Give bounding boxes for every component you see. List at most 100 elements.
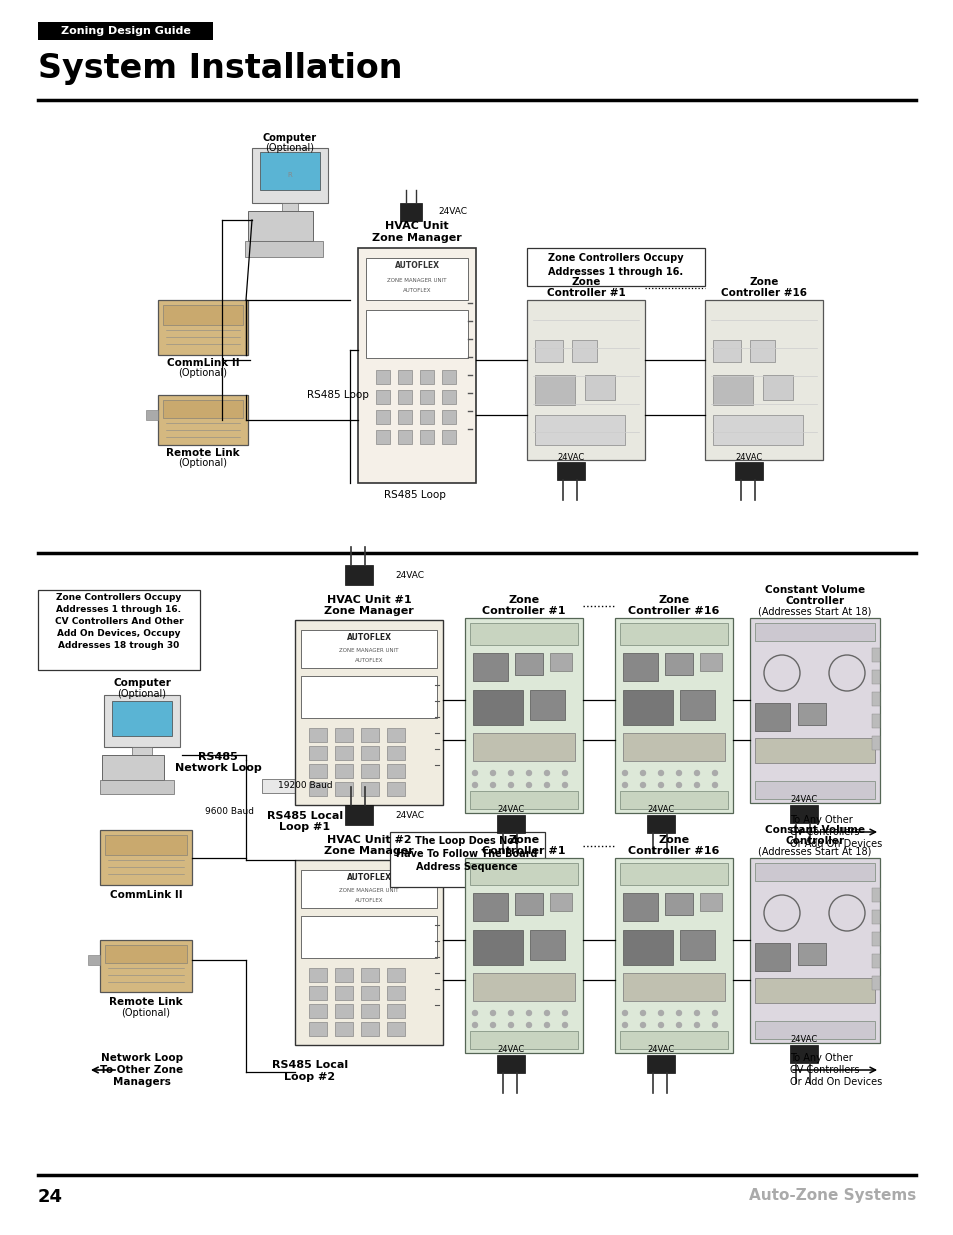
Bar: [615, 618, 732, 813]
Bar: [871, 888, 879, 902]
Bar: [526, 300, 644, 459]
Bar: [871, 671, 879, 684]
Text: AUTOFLEX: AUTOFLEX: [346, 873, 391, 883]
Text: RS485 Loop: RS485 Loop: [384, 490, 445, 500]
Bar: [535, 375, 575, 405]
Bar: [535, 415, 624, 445]
Bar: [704, 300, 822, 459]
Bar: [712, 375, 752, 405]
Bar: [163, 400, 243, 417]
Bar: [749, 858, 879, 1044]
Bar: [301, 869, 436, 908]
Text: Address Sequence: Address Sequence: [416, 862, 517, 872]
Text: Have To Follow The Board: Have To Follow The Board: [395, 848, 537, 860]
Bar: [622, 930, 672, 965]
Bar: [679, 690, 714, 720]
Bar: [584, 375, 615, 400]
Bar: [387, 1023, 405, 1036]
Bar: [248, 211, 313, 241]
Text: Controller #1: Controller #1: [482, 606, 565, 616]
Bar: [309, 746, 327, 760]
Bar: [360, 746, 378, 760]
Bar: [473, 973, 575, 1002]
Circle shape: [712, 783, 717, 788]
Bar: [301, 630, 436, 668]
Text: Addresses 1 through 16.: Addresses 1 through 16.: [548, 267, 683, 277]
Bar: [387, 1004, 405, 1018]
Bar: [754, 781, 874, 799]
Circle shape: [562, 1010, 567, 1015]
Bar: [664, 653, 692, 676]
Circle shape: [490, 783, 495, 788]
Bar: [679, 930, 714, 960]
Text: Controller #1: Controller #1: [546, 288, 625, 298]
Bar: [419, 410, 434, 424]
Bar: [871, 976, 879, 990]
Circle shape: [562, 1023, 567, 1028]
Circle shape: [712, 771, 717, 776]
Circle shape: [526, 1010, 531, 1015]
Text: Controller #16: Controller #16: [628, 846, 719, 856]
Circle shape: [712, 1023, 717, 1028]
Circle shape: [622, 783, 627, 788]
Text: Zone: Zone: [748, 277, 778, 287]
Bar: [294, 860, 442, 1045]
Bar: [515, 653, 542, 676]
Circle shape: [490, 1023, 495, 1028]
Bar: [619, 622, 727, 645]
Bar: [158, 300, 248, 354]
Circle shape: [526, 783, 531, 788]
Bar: [497, 815, 524, 832]
Text: 24VAC: 24VAC: [647, 805, 674, 815]
Bar: [473, 893, 507, 921]
Bar: [754, 739, 874, 763]
Bar: [294, 620, 442, 805]
Text: 24VAC: 24VAC: [789, 795, 817, 804]
Bar: [441, 390, 456, 404]
Bar: [360, 1023, 378, 1036]
Circle shape: [544, 1010, 549, 1015]
Text: Managers: Managers: [113, 1077, 171, 1087]
Bar: [470, 863, 578, 885]
Circle shape: [472, 1023, 477, 1028]
Bar: [419, 430, 434, 445]
Bar: [473, 930, 522, 965]
Text: Network Loop: Network Loop: [174, 763, 261, 773]
Circle shape: [658, 783, 662, 788]
Circle shape: [639, 1010, 645, 1015]
Bar: [309, 782, 327, 797]
Bar: [100, 830, 192, 885]
Bar: [530, 690, 564, 720]
Bar: [473, 690, 522, 725]
Bar: [375, 410, 390, 424]
Text: To Any Other: To Any Other: [789, 815, 852, 825]
Bar: [360, 986, 378, 1000]
Text: Or Add On Devices: Or Add On Devices: [789, 839, 882, 848]
Bar: [397, 370, 412, 384]
Bar: [441, 370, 456, 384]
Circle shape: [622, 1010, 627, 1015]
Bar: [871, 714, 879, 727]
Bar: [419, 390, 434, 404]
Bar: [622, 653, 658, 680]
Text: Add On Devices, Occupy: Add On Devices, Occupy: [57, 630, 180, 638]
Bar: [146, 410, 158, 420]
Text: Or Add On Devices: Or Add On Devices: [789, 1077, 882, 1087]
Text: RS485 Local: RS485 Local: [272, 1060, 348, 1070]
Bar: [749, 618, 879, 803]
Bar: [112, 701, 172, 736]
Text: Computer: Computer: [113, 678, 171, 688]
Bar: [550, 653, 572, 671]
Text: AUTOFLEX: AUTOFLEX: [395, 261, 439, 269]
Text: CV Controllers: CV Controllers: [789, 827, 859, 837]
Text: AUTOFLEX: AUTOFLEX: [355, 898, 383, 903]
Text: (Optional): (Optional): [265, 143, 314, 153]
Bar: [622, 734, 724, 761]
Bar: [335, 746, 353, 760]
Bar: [871, 648, 879, 662]
Bar: [871, 736, 879, 750]
Circle shape: [526, 1023, 531, 1028]
Bar: [789, 805, 817, 823]
Text: Zone: Zone: [508, 595, 539, 605]
Text: Addresses 18 trough 30: Addresses 18 trough 30: [58, 641, 179, 651]
